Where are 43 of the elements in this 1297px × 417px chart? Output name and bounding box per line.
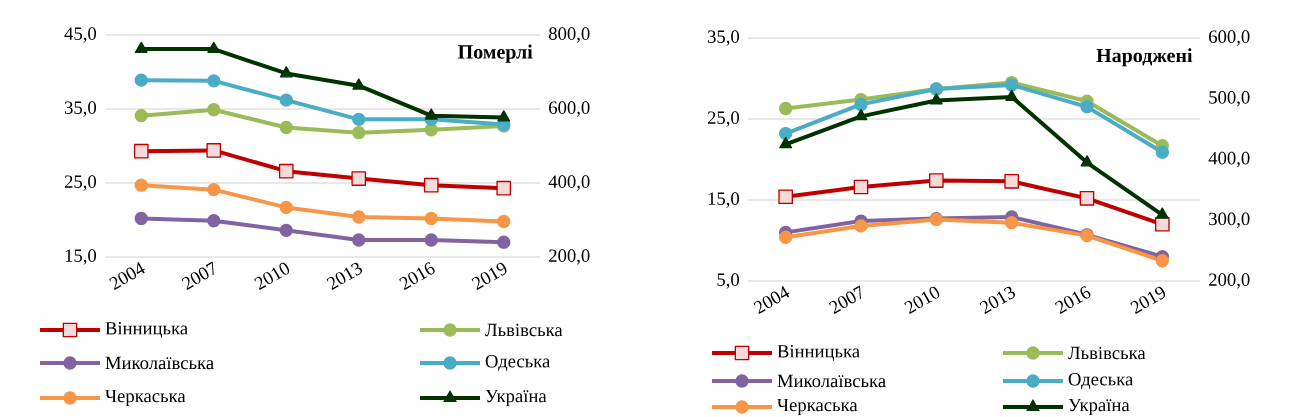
y2-tick-label: 300,0 xyxy=(1209,212,1250,228)
y2-tick-label: 600,0 xyxy=(1209,30,1250,46)
y-tick-label: 5,0 xyxy=(717,273,740,289)
y2-tick-label: 200,0 xyxy=(549,249,590,265)
chart-title: Померлі xyxy=(458,44,533,63)
y-tick-label: 15,0 xyxy=(65,249,97,265)
x-tick-label: 2016 xyxy=(399,261,435,291)
y2-tick-label: 500,0 xyxy=(1209,91,1250,107)
legend-label: Одеська xyxy=(1068,373,1134,389)
y2-tick-label: 800,0 xyxy=(548,27,590,43)
legend-label: Україна xyxy=(485,389,547,407)
legend-label: Одеська xyxy=(485,355,551,371)
chart-title: Народжені xyxy=(1096,48,1193,67)
x-tick-label: 2004 xyxy=(109,262,145,291)
x-tick-label: 2010 xyxy=(904,286,940,315)
x-tick-label: 2016 xyxy=(1054,285,1091,315)
y2-tick-label: 200,0 xyxy=(1209,273,1250,289)
x-tick-label: 2004 xyxy=(753,286,790,315)
y-tick-label: 45,0 xyxy=(64,27,97,43)
legend-label: Миколаївська xyxy=(777,374,886,388)
y2-tick-label: 600,0 xyxy=(549,101,590,117)
legend-label: Україна xyxy=(1068,398,1130,416)
legend-label: Вінницька xyxy=(777,345,860,361)
x-tick-label: 2007 xyxy=(828,285,861,315)
y-tick-label: 25,0 xyxy=(707,111,740,127)
legend-label: Черкаська xyxy=(777,398,858,416)
y-tick-label: 25,0 xyxy=(64,175,97,191)
legend-label: Вінницька xyxy=(105,322,188,338)
y2-tick-label: 400,0 xyxy=(548,175,590,191)
y-tick-label: 35,0 xyxy=(707,30,740,46)
x-tick-label: 2019 xyxy=(1130,286,1166,315)
legend-label: Черкаська xyxy=(105,389,186,407)
x-tick-label: 2013 xyxy=(326,262,363,291)
y-tick-label: 15,0 xyxy=(708,192,740,208)
x-tick-label: 2019 xyxy=(471,262,507,291)
x-tick-label: 2010 xyxy=(254,262,290,291)
x-tick-label: 2013 xyxy=(979,286,1016,315)
x-tick-label: 2007 xyxy=(181,261,214,291)
y2-tick-label: 400,0 xyxy=(1208,151,1250,168)
legend-label: Львівська xyxy=(1068,346,1146,360)
y-tick-label: 35,0 xyxy=(64,101,97,117)
legend-label: Миколаївська xyxy=(105,356,214,370)
legend-label: Львівська xyxy=(485,323,563,337)
